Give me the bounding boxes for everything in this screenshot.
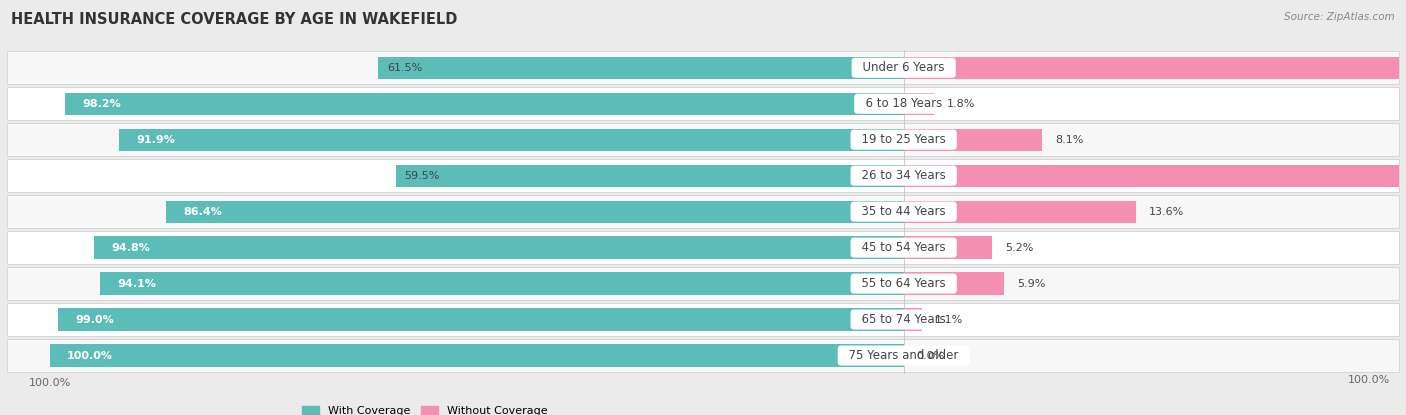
Text: 65 to 74 Years: 65 to 74 Years — [853, 313, 953, 326]
Bar — [58, 308, 904, 331]
Text: 99.0%: 99.0% — [76, 315, 114, 325]
Bar — [120, 129, 904, 151]
Text: 55 to 64 Years: 55 to 64 Years — [853, 277, 953, 290]
Bar — [7, 267, 1399, 300]
Bar — [904, 200, 1136, 223]
Text: 98.2%: 98.2% — [82, 99, 121, 109]
Text: Under 6 Years: Under 6 Years — [855, 61, 952, 74]
Bar — [904, 237, 993, 259]
Bar — [49, 344, 904, 367]
Text: 75 Years and older: 75 Years and older — [841, 349, 966, 362]
Text: 91.9%: 91.9% — [136, 135, 174, 145]
Bar — [7, 195, 1399, 228]
Text: HEALTH INSURANCE COVERAGE BY AGE IN WAKEFIELD: HEALTH INSURANCE COVERAGE BY AGE IN WAKE… — [11, 12, 457, 27]
Text: 59.5%: 59.5% — [404, 171, 440, 181]
Text: 0.0%: 0.0% — [917, 351, 945, 361]
Text: 1.1%: 1.1% — [935, 315, 963, 325]
Bar — [7, 159, 1399, 192]
Text: Source: ZipAtlas.com: Source: ZipAtlas.com — [1284, 12, 1395, 22]
Text: 6 to 18 Years: 6 to 18 Years — [858, 97, 949, 110]
Bar — [395, 164, 904, 187]
Text: 5.9%: 5.9% — [1018, 278, 1046, 288]
Text: 100.0%: 100.0% — [1348, 375, 1391, 385]
Bar — [904, 56, 1406, 79]
Text: 35 to 44 Years: 35 to 44 Years — [853, 205, 953, 218]
Bar — [7, 303, 1399, 336]
Legend: With Coverage, Without Coverage: With Coverage, Without Coverage — [302, 406, 547, 415]
Text: 94.8%: 94.8% — [111, 243, 150, 253]
Text: 45 to 54 Years: 45 to 54 Years — [853, 241, 953, 254]
Bar — [100, 272, 904, 295]
Bar — [904, 129, 1042, 151]
Text: 5.2%: 5.2% — [1005, 243, 1033, 253]
Text: 26 to 34 Years: 26 to 34 Years — [853, 169, 953, 182]
Bar — [7, 51, 1399, 84]
Bar — [904, 308, 922, 331]
Bar — [166, 200, 904, 223]
Bar — [7, 123, 1399, 156]
Text: 1.8%: 1.8% — [948, 99, 976, 109]
Bar — [65, 93, 904, 115]
Bar — [378, 56, 904, 79]
Bar — [7, 87, 1399, 120]
Text: 86.4%: 86.4% — [183, 207, 222, 217]
Bar — [904, 164, 1406, 187]
Bar — [904, 93, 935, 115]
Text: 94.1%: 94.1% — [117, 278, 156, 288]
Bar — [904, 272, 1004, 295]
Text: 100.0%: 100.0% — [67, 351, 112, 361]
Bar — [7, 339, 1399, 372]
Text: 13.6%: 13.6% — [1149, 207, 1184, 217]
Text: 61.5%: 61.5% — [387, 63, 422, 73]
Bar — [7, 231, 1399, 264]
Text: 8.1%: 8.1% — [1054, 135, 1083, 145]
Text: 19 to 25 Years: 19 to 25 Years — [853, 133, 953, 146]
Bar — [94, 237, 904, 259]
